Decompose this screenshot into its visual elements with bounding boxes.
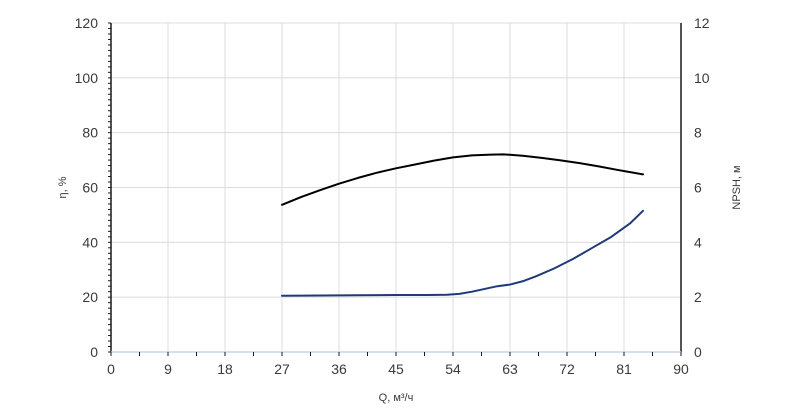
x-tick-label: 18 bbox=[217, 361, 233, 377]
x-tick-label: 63 bbox=[502, 361, 518, 377]
x-tick-label: 72 bbox=[559, 361, 575, 377]
x-tick-label: 90 bbox=[673, 361, 689, 377]
grid bbox=[111, 22, 681, 352]
right-y-tick-label: 8 bbox=[694, 125, 702, 141]
right-y-tick-label: 4 bbox=[694, 234, 702, 250]
left-y-tick-label: 60 bbox=[82, 180, 98, 196]
npsh-curve bbox=[281, 209, 644, 297]
right-y-tick-label: 10 bbox=[694, 70, 710, 86]
efficiency-curve bbox=[281, 153, 644, 206]
x-tick-label: 0 bbox=[107, 361, 115, 377]
left-y-tick-label: 120 bbox=[75, 15, 99, 31]
x-axis-title: Q, м³/ч bbox=[379, 392, 414, 404]
left-y-tick-label: 40 bbox=[82, 234, 98, 250]
left-y-axis-title: η, % bbox=[57, 176, 69, 198]
x-tick-label: 81 bbox=[616, 361, 632, 377]
x-tick-label: 27 bbox=[274, 361, 290, 377]
left-y-tick-label: 20 bbox=[82, 289, 98, 305]
left-y-tick-label: 0 bbox=[90, 344, 98, 360]
x-tick-label: 54 bbox=[445, 361, 461, 377]
left-y-tick-label: 80 bbox=[82, 125, 98, 141]
axes bbox=[108, 22, 682, 356]
left-y-tick-label: 100 bbox=[75, 70, 99, 86]
right-y-tick-label: 0 bbox=[694, 344, 702, 360]
right-y-tick-label: 2 bbox=[694, 289, 702, 305]
x-tick-label: 45 bbox=[388, 361, 404, 377]
right-y-axis-title: NPSH, м bbox=[731, 165, 743, 209]
tick-labels: 0 9 18 27 36 45 54 63 72 81 90 0 20 40 60 80 100 120 0 2 4 6 8… bbox=[75, 15, 710, 377]
x-tick-label: 9 bbox=[164, 361, 172, 377]
series-lines bbox=[281, 153, 644, 297]
right-y-tick-label: 12 bbox=[694, 15, 710, 31]
x-tick-label: 36 bbox=[331, 361, 347, 377]
right-y-tick-label: 6 bbox=[694, 180, 702, 196]
